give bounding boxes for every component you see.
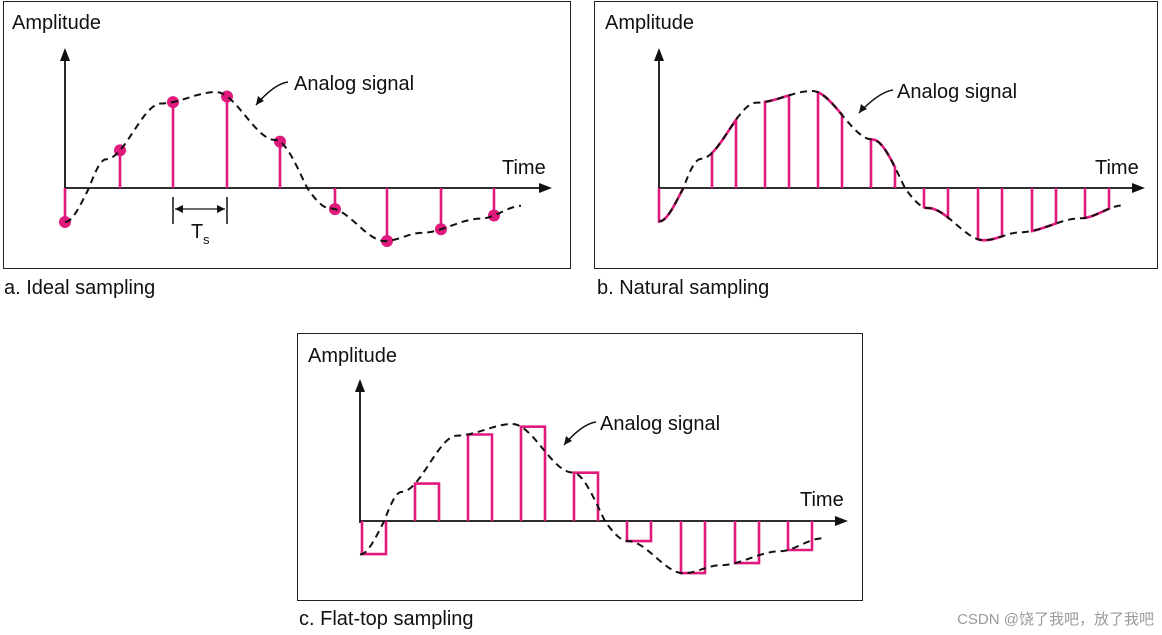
- time-axis-arrowhead: [539, 183, 552, 193]
- analog-signal-label: Analog signal: [897, 81, 1017, 103]
- sample-pulse: [786, 521, 814, 552]
- amplitude-axis-arrowhead: [654, 48, 664, 61]
- plot-area: [654, 48, 1145, 242]
- signal-pointer-arrowhead: [564, 436, 572, 445]
- time-axis-arrowhead: [1132, 183, 1145, 193]
- plot-area: [59, 48, 552, 247]
- time-label: Time: [502, 157, 546, 179]
- sample-pulse: [733, 521, 761, 565]
- signal-pointer-arrowhead: [859, 104, 867, 113]
- caption-ideal-sampling: a. Ideal sampling: [4, 277, 156, 299]
- amplitude-label: Amplitude: [12, 12, 101, 34]
- sample-pulse: [625, 521, 653, 543]
- caption-flat-top-sampling: c. Flat-top sampling: [299, 608, 474, 630]
- sample-pulse: [519, 425, 547, 521]
- plot-area: [355, 379, 848, 575]
- analog-signal-curve: [658, 90, 1124, 242]
- sample-pulse: [763, 93, 791, 188]
- sample-point: [488, 209, 500, 222]
- ts-interval-marker: T s: [172, 197, 228, 247]
- sample-pulse: [922, 188, 950, 221]
- watermark: CSDN @饶了我吧，放了我吧: [957, 611, 1154, 628]
- sample-pulse: [976, 188, 1004, 242]
- sample-pulse: [572, 471, 600, 521]
- time-label: Time: [800, 489, 844, 511]
- sample-pulse: [816, 90, 844, 188]
- panel-natural-sampling: Amplitude Time Analog signal: [594, 1, 1158, 269]
- signal-pointer-arrowhead: [256, 96, 264, 105]
- amplitude-label: Amplitude: [605, 12, 694, 34]
- panel-ideal-sampling: Amplitude Time Analog signal T s: [3, 1, 571, 269]
- natural-sampling-diagram: Amplitude Time Analog signal: [605, 12, 1145, 242]
- analog-signal-label: Analog signal: [294, 73, 414, 95]
- panel-flat-top-sampling: Amplitude Time Analog signal: [297, 333, 863, 601]
- ts-label: T: [191, 221, 203, 243]
- sample-pulse: [1030, 188, 1058, 233]
- ts-subscript: s: [203, 232, 210, 247]
- amplitude-axis-arrowhead: [355, 379, 365, 392]
- sample-pulse: [710, 115, 738, 188]
- amplitude-axis-arrowhead: [60, 48, 70, 61]
- sample-pulse: [360, 521, 388, 556]
- sample-pulse: [657, 188, 685, 223]
- sample-pulse: [869, 137, 897, 188]
- time-label: Time: [1095, 157, 1139, 179]
- caption-natural-sampling: b. Natural sampling: [597, 277, 770, 299]
- sample-pulse: [466, 433, 494, 521]
- analog-signal-label: Analog signal: [600, 413, 720, 435]
- amplitude-label: Amplitude: [308, 345, 397, 367]
- flat-top-sampling-diagram: Amplitude Time Analog signal: [308, 345, 848, 575]
- sample-pulse: [679, 521, 707, 575]
- time-axis-arrowhead: [835, 516, 848, 526]
- analog-signal-curve: [64, 90, 522, 242]
- ideal-sampling-diagram: Amplitude Time Analog signal T s: [12, 12, 552, 247]
- analog-signal-curve: [359, 422, 823, 575]
- sample-pulse: [413, 482, 441, 521]
